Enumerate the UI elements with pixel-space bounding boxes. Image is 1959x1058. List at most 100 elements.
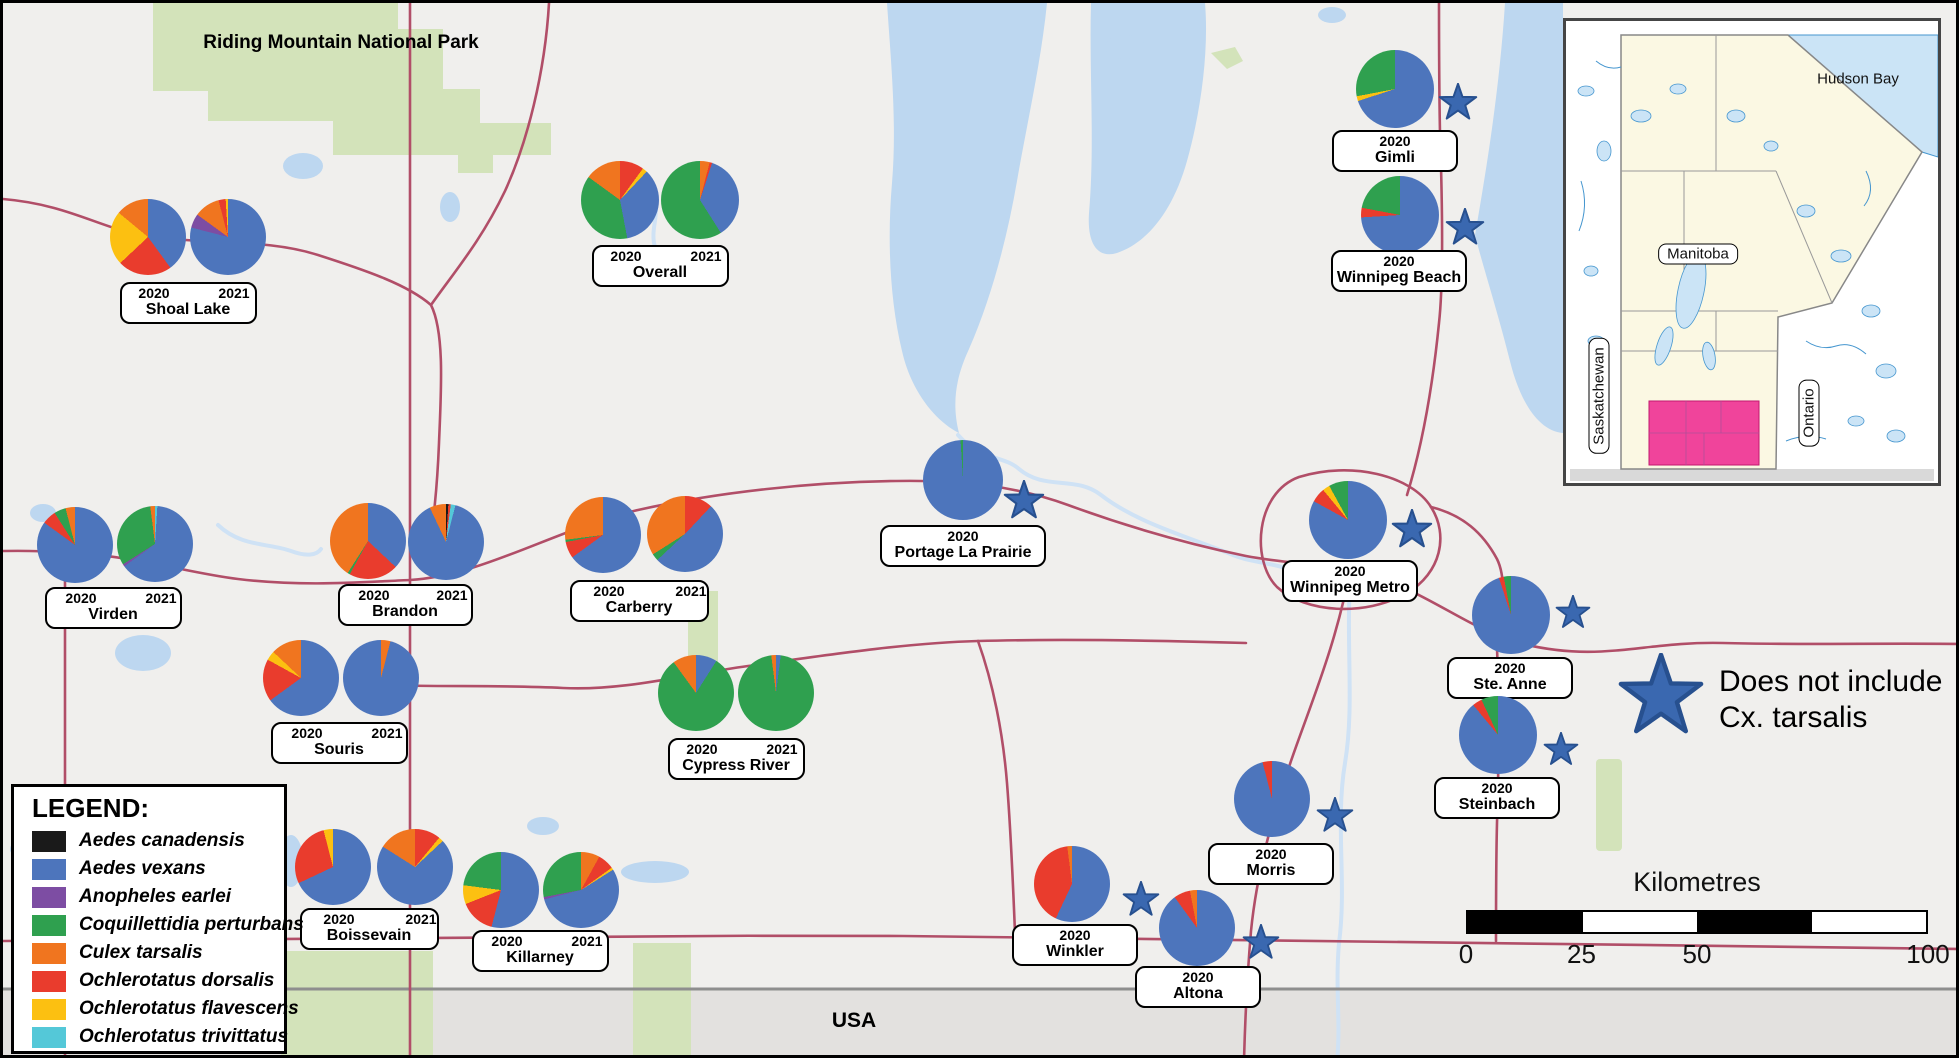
legend-species-name: Culex tarsalis — [79, 942, 203, 963]
scale-segment — [1811, 912, 1926, 932]
star-note-line2: Cx. tarsalis — [1719, 700, 1868, 734]
inset-ontario-label: Ontario — [1798, 379, 1820, 447]
scale-tick-label: 25 — [1567, 939, 1596, 969]
star-note-line1: Does not include — [1719, 665, 1943, 699]
riding-mountain-park-label: Riding Mountain National Park — [203, 32, 479, 53]
manitoba-province-shape — [1620, 34, 1923, 470]
site-name-label: Carberry — [605, 599, 673, 616]
pie-year-label: 2020 — [491, 933, 523, 949]
pie-chart-brandon-2021 — [408, 504, 484, 580]
site-label-winkler: 2020 Winkler — [1012, 924, 1138, 966]
pie-year-row: 2020 2021 — [598, 249, 723, 265]
inset-lakes — [1577, 83, 1906, 443]
site-label-killarney: 2020 2021 Killarney — [471, 930, 609, 972]
pie-chart-boissevain-2021 — [377, 829, 453, 905]
pie-chart-virden-2021 — [117, 506, 193, 582]
site-label-ste-anne: 2020 Ste. Anne — [1447, 657, 1573, 699]
site-label-shoal-lake: 2020 2021 Shoal Lake — [119, 282, 257, 324]
legend-swatch-icon — [32, 858, 66, 880]
pie-year-row: 2020 2021 — [478, 933, 603, 950]
pie-chart-cypress-river-2021 — [738, 655, 814, 731]
legend-item-aedes-canadensis: Aedes canadensis — [32, 830, 284, 852]
site-name-label: Brandon — [372, 603, 438, 620]
pie-year-label: 2021 — [675, 583, 707, 599]
site-name-label: Gimli — [1374, 149, 1415, 166]
site-label-boissevain: 2020 2021 Boissevain — [299, 908, 439, 950]
site-label-souris: 2020 2021 Souris — [270, 722, 408, 764]
pie-chart-overall-2021 — [661, 161, 739, 239]
legend-item-aedes-vexans: Aedes vexans — [32, 858, 284, 880]
legend-species-name: Coquillettidia perturbans — [79, 914, 304, 935]
site-name-label: Winnipeg Beach — [1336, 269, 1462, 286]
pie-year-row: 2020 2021 — [576, 583, 707, 600]
legend-swatch-icon — [32, 914, 66, 936]
legend-item-culex-tarsalis: Culex tarsalis — [32, 942, 284, 964]
site-name-label: Virden — [88, 606, 138, 623]
scale-tick-label: 0 — [1458, 939, 1474, 969]
site-name-label: Ste. Anne — [1473, 676, 1547, 693]
pie-year-row: 2020 — [1334, 563, 1366, 579]
pie-chart-shoal-lake-2021 — [190, 199, 266, 275]
pie-year-row: 2020 2021 — [51, 591, 176, 607]
legend-species-name: Ochlerotatus dorsalis — [79, 970, 275, 991]
site-label-winnipeg-beach: 2020 Winnipeg Beach — [1330, 250, 1468, 292]
pie-year-label: 2020 — [610, 248, 642, 264]
site-label-altona: 2020 Altona — [1135, 966, 1261, 1008]
site-label-brandon: 2020 2021 Brandon — [337, 584, 473, 626]
pie-chart-winnipeg-metro-2020 — [1309, 481, 1387, 559]
legend-species-name: Anopheles earlei — [79, 886, 232, 907]
scale-bar-segments — [1466, 910, 1928, 934]
no-cx-tarsalis-star-icon — [1316, 796, 1354, 840]
pie-chart-morris-2020 — [1234, 761, 1310, 837]
scale-bar-ticks: 0 25 50 100 — [1459, 939, 1950, 971]
legend-species-name: Aedes canadensis — [79, 830, 245, 851]
pie-year-row: 2020 2021 — [344, 588, 467, 604]
pie-chart-souris-2021 — [343, 640, 419, 716]
pie-chart-winnipeg-beach-2020 — [1361, 176, 1439, 254]
pie-year-row: 2020 2021 — [277, 726, 402, 742]
pie-chart-altona-2020 — [1159, 890, 1235, 966]
pie-year-label: 2020 — [593, 583, 625, 599]
site-name-label: Souris — [314, 741, 364, 758]
pie-chart-gimli-2020 — [1356, 50, 1434, 128]
pie-year-row: 2020 2021 — [126, 286, 251, 302]
no-cx-tarsalis-star-icon — [1242, 923, 1280, 967]
pie-year-label: 2021 — [571, 933, 603, 949]
species-legend: LEGEND: Aedes canadensis Aedes vexans Anop… — [11, 784, 304, 1054]
pie-chart-winkler-2020 — [1034, 846, 1110, 922]
pie-chart-overall-2020 — [581, 161, 659, 239]
site-name-label: Overall — [632, 264, 688, 281]
pie-year-label: 2020 — [138, 285, 170, 301]
site-name-label: Boissevain — [326, 927, 412, 944]
pie-chart-virden-2020 — [37, 507, 113, 583]
pie-chart-killarney-2020 — [463, 852, 539, 928]
pie-chart-shoal-lake-2020 — [110, 199, 186, 275]
legend-swatch-icon — [32, 830, 66, 852]
lakes — [10, 3, 1563, 887]
pie-year-label: 2021 — [145, 590, 177, 606]
no-cx-tarsalis-star-icon — [1555, 594, 1591, 636]
pie-chart-boissevain-2020 — [295, 829, 371, 905]
site-label-gimli: 2020 Gimli — [1332, 130, 1458, 172]
site-name-label: Winnipeg Metro — [1290, 579, 1410, 596]
pie-chart-portage-la-prairie-2020 — [923, 440, 1003, 520]
pie-year-row: 2020 2021 — [674, 742, 799, 758]
no-cx-tarsalis-star-icon — [1438, 82, 1478, 128]
pie-year-label: 2021 — [405, 911, 437, 927]
pie-year-label: 2021 — [436, 587, 468, 603]
usa-label: USA — [831, 1009, 877, 1032]
site-layer: 2020 2021 Shoal Lake 2020 2021 Overall 2020 Gim… — [3, 3, 1956, 1055]
site-name-label: Steinbach — [1458, 796, 1536, 813]
pie-year-row: 2020 — [947, 528, 979, 544]
pie-year-row: 2020 — [1059, 927, 1091, 943]
pie-year-row: 2020 2021 — [306, 911, 437, 928]
legend-swatch-icon — [32, 886, 66, 908]
pie-year-row: 2020 — [1379, 133, 1411, 149]
legend-title: LEGEND: — [32, 793, 149, 823]
legend-swatch-icon — [32, 942, 66, 964]
site-label-portage-la-prairie: 2020 Portage La Prairie — [879, 525, 1047, 567]
site-label-carberry: 2020 2021 Carberry — [569, 580, 709, 622]
legend-species-name: Aedes vexans — [79, 858, 206, 879]
legend-item-anopheles-earlei: Anopheles earlei — [32, 886, 284, 908]
inset-hudson-bay-label: Hudson Bay — [1817, 70, 1899, 88]
